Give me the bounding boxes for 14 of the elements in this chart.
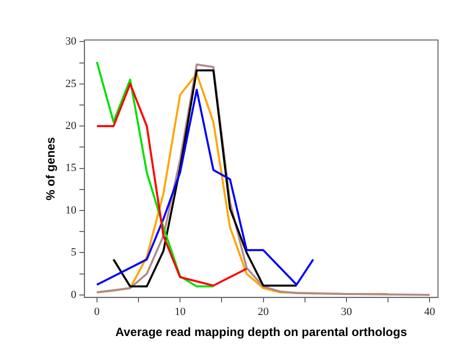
y-tick-label: 20 bbox=[65, 120, 77, 132]
x-axis-title: Average read mapping depth on parental orthologs bbox=[115, 325, 408, 340]
y-tick-label: 0 bbox=[70, 288, 77, 301]
x-tick-label: 20 bbox=[258, 306, 270, 318]
x-tick-label: 10 bbox=[174, 306, 186, 318]
x-tick-label: 40 bbox=[424, 306, 436, 318]
y-tick-label: 25 bbox=[65, 78, 77, 90]
y-tick-label: 15 bbox=[65, 162, 77, 174]
x-tick-label: 30 bbox=[340, 306, 352, 318]
y-tick-label: 10 bbox=[65, 204, 77, 216]
y-tick-label: 30 bbox=[65, 36, 77, 48]
x-tick-label: 0 bbox=[94, 306, 100, 318]
y-axis-title: % of genes bbox=[44, 136, 58, 200]
y-tick-label: 5 bbox=[70, 246, 77, 259]
